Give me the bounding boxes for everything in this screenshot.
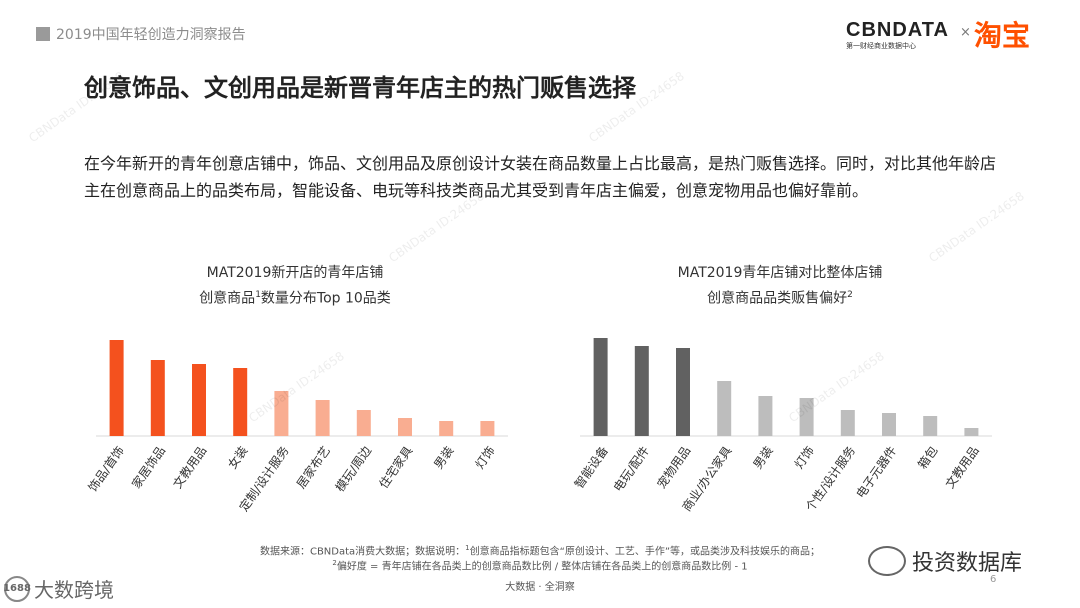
logo-times-sign: × — [960, 25, 971, 40]
chart2-category-label: 宠物用品 — [653, 443, 693, 491]
report-label: 2019中国年轻创造力洞察报告 — [56, 27, 246, 43]
chart1-bar — [480, 421, 495, 436]
cbndata-logo-text: CBNDATA — [846, 19, 949, 41]
chart2-title: MAT2019青年店铺对比整体店铺 创意商品品类贩售偏好2 — [615, 262, 945, 310]
footnote-line2: 2偏好度 = 青年店铺在各品类上的创意商品数比例 / 整体店铺在各品类上的创意商… — [332, 559, 748, 573]
chart1-category-label: 模玩/周边 — [333, 444, 374, 495]
chart2-bar — [964, 428, 979, 436]
chart2-category-label: 电玩/配件 — [611, 444, 652, 495]
watermark-badge-icon: 1688 — [3, 575, 31, 602]
chart1-bar — [150, 360, 165, 436]
cbndata-logo: CBNDATA 第一财经商业数据中心 — [846, 20, 949, 51]
watermark-right: 投资数据库 — [868, 545, 1022, 577]
footnote-line1: 数据来源：CBNData消费大数据；数据说明：1创意商品指标题包含“原创设计、工… — [259, 544, 821, 558]
chart2-bar — [840, 410, 855, 436]
chart2-bar — [634, 346, 649, 436]
chart2-title-line1: MAT2019青年店铺对比整体店铺 — [677, 265, 883, 281]
chart2-category-label: 文教用品 — [942, 443, 982, 491]
chart1-category-label: 住宅家具 — [375, 443, 415, 491]
chart2-category-label: 灯饰 — [792, 444, 817, 472]
chart1-bar — [109, 340, 124, 436]
chart2-category-label: 男装 — [750, 444, 775, 472]
chart2-title-line2: 创意商品品类贩售偏好2 — [707, 290, 853, 307]
chart2-category-label: 箱包 — [914, 443, 940, 471]
chart1-bar — [356, 410, 371, 436]
chart2-bar — [882, 413, 896, 436]
chart1-title-line1: MAT2019新开店的青年店铺 — [206, 265, 384, 281]
cbndata-logo-subtext: 第一财经商业数据中心 — [846, 42, 916, 50]
chart1-bar — [398, 418, 412, 436]
chart1-bar — [315, 400, 330, 436]
watermark-right-text: 投资数据库 — [912, 551, 1023, 576]
watermark-left: 1688 大数跨境 — [3, 574, 114, 603]
chart2-bar — [717, 381, 732, 436]
chart2-bar — [593, 338, 608, 436]
chart2-bar — [923, 416, 938, 436]
chart1-category-label: 男装 — [431, 444, 456, 472]
chart2-category-label: 智能设备 — [571, 443, 611, 491]
header-square-icon — [36, 27, 50, 41]
chart1-category-label: 灯饰 — [472, 444, 497, 472]
chart1-category-label: 家居饰品 — [128, 443, 168, 491]
page-title: 创意饰品、文创用品是新晋青年店主的热门贩售选择 — [84, 74, 636, 102]
report-header: 2019中国年轻创造力洞察报告 — [36, 24, 246, 44]
chart2-category-label: 电子元器件 — [853, 444, 899, 501]
watermark-left-text: 大数跨境 — [34, 578, 114, 602]
intro-paragraph: 在今年新开的青年创意店铺中，饰品、文创用品及原创设计女装在商品数量上占比最高，是… — [84, 154, 997, 200]
chart2-bar — [799, 398, 814, 436]
chart1-bar — [233, 368, 248, 436]
taobao-logo: 淘宝 — [974, 19, 1031, 52]
chart1-bar — [274, 391, 289, 436]
chart1-category-label: 女装 — [224, 443, 250, 471]
chart1-category-label: 居家布艺 — [293, 443, 333, 491]
footer-slogan: 大数据 · 全洞察 — [505, 582, 575, 593]
chart1-title: MAT2019新开店的青年店铺 创意商品1数量分布Top 10品类 — [130, 262, 460, 310]
chart1-category-label: 文教用品 — [169, 443, 209, 491]
chart1-category-label: 饰品/首饰 — [86, 444, 127, 495]
wechat-icon — [868, 546, 906, 576]
page-number: 6 — [990, 574, 997, 585]
chart2-bar — [758, 396, 773, 436]
chart1-bar — [192, 364, 206, 436]
chart2-bar — [676, 348, 690, 436]
chart1-bar — [439, 421, 454, 436]
chart1-title-line2: 创意商品1数量分布Top 10品类 — [199, 290, 391, 307]
